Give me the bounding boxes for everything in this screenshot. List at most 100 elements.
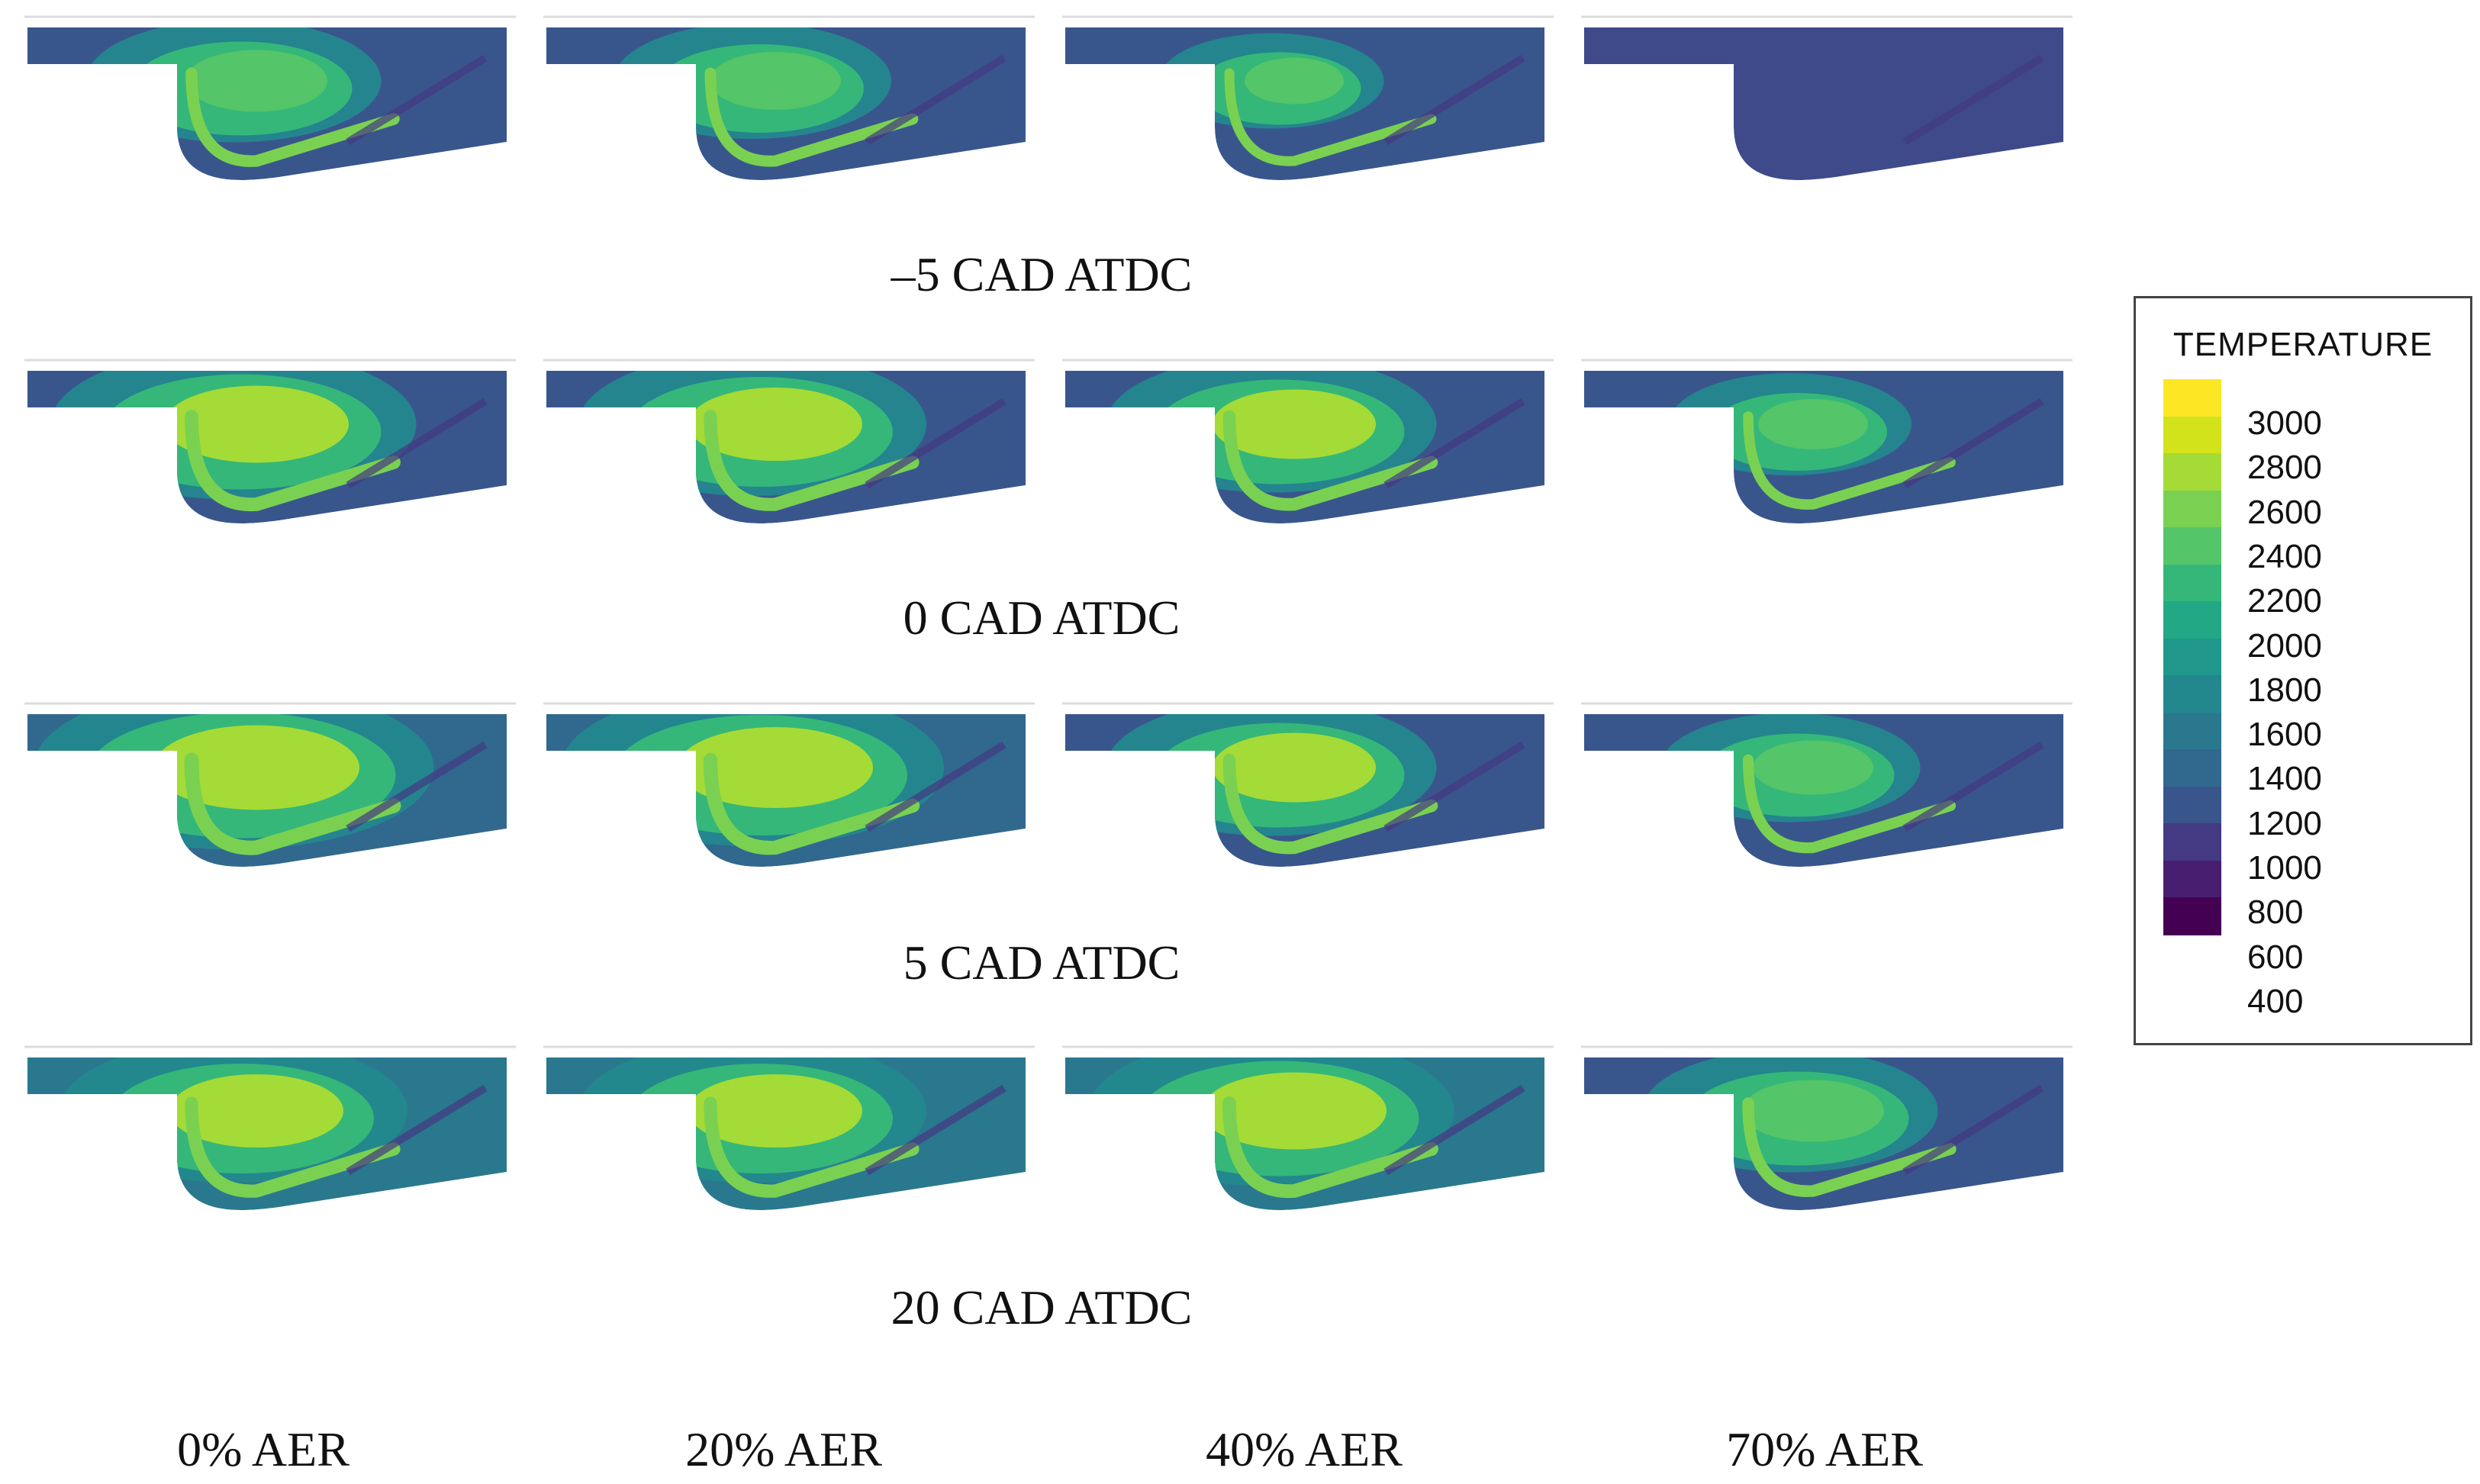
- colorbar-segment: [2163, 564, 2221, 603]
- colorbar-tick-label: 1200: [2247, 804, 2322, 842]
- contour-panel: [546, 27, 1026, 180]
- flame-region-core: [710, 52, 841, 110]
- row-label-5: 5 CAD ATDC: [903, 935, 1180, 990]
- colorbar-tick-label: 3000: [2247, 404, 2322, 442]
- colorbar-segment: [2163, 601, 2221, 639]
- spray-streak: [1902, 398, 2044, 489]
- colorbar-segment: [2163, 897, 2221, 935]
- contour-panel: [1065, 27, 1544, 180]
- spray-streak: [346, 1084, 488, 1176]
- contour-panel: [1065, 1057, 1544, 1210]
- colorbar-tick-label: 1600: [2247, 716, 2322, 754]
- spray-streak: [865, 398, 1006, 489]
- colorbar-tick-label: 600: [2247, 938, 2304, 976]
- row-label-0: 0 CAD ATDC: [903, 591, 1180, 645]
- spray-streak: [1383, 398, 1525, 489]
- spray-streak: [865, 1084, 1006, 1176]
- contour-panel: [546, 371, 1026, 523]
- colorbar-tick-label: 400: [2247, 982, 2304, 1020]
- bowl-flame-band: [185, 410, 401, 511]
- contour-panel: [1584, 27, 2063, 180]
- bowl-flame-band: [1224, 68, 1437, 166]
- flame-region-core: [1245, 57, 1344, 105]
- colorbar-tick-label: 1800: [2247, 671, 2322, 709]
- spray-streak: [346, 741, 488, 832]
- spray-streak: [346, 398, 488, 489]
- col-label-0-aer: 0% AER: [177, 1422, 349, 1476]
- spray-streak: [865, 54, 1006, 146]
- bowl-flame-band: [703, 752, 920, 855]
- contour-panels: [24, 15, 2073, 1210]
- flame-region-core: [1753, 740, 1873, 795]
- bowl-flame-band: [704, 67, 919, 167]
- colorbar-tick-label: 2600: [2247, 493, 2322, 531]
- flame-region-core: [1202, 1072, 1387, 1150]
- spray-streak: [865, 741, 1006, 832]
- contour-panel: [27, 714, 507, 867]
- bowl-flame-band: [704, 1096, 920, 1198]
- bowl-flame-band: [1743, 411, 1956, 510]
- colorbar-tick-label: 1400: [2247, 760, 2322, 798]
- colorbar-segment: [2163, 527, 2221, 565]
- flame-region-core: [1213, 389, 1376, 459]
- colorbar-segment: [2163, 490, 2221, 529]
- colorbar-segment: [2163, 675, 2221, 713]
- contour-panel: [27, 27, 507, 180]
- flame-region-core: [1213, 732, 1376, 803]
- spray-streak: [1383, 54, 1525, 146]
- contour-panel: [1065, 371, 1544, 523]
- colorbar-tick-label: 800: [2247, 893, 2304, 932]
- colorbar-segment: [2163, 712, 2221, 751]
- flame-region-core: [153, 725, 359, 810]
- bowl-flame-band: [1742, 1097, 1957, 1197]
- bowl-flame-band: [1222, 753, 1438, 855]
- panel-background: [1584, 27, 2063, 180]
- contour-panel: [1584, 1057, 2063, 1210]
- spray-streak: [1383, 1084, 1525, 1176]
- col-label-70-aer: 70% AER: [1726, 1422, 1923, 1476]
- row-label-minus5: –5 CAD ATDC: [891, 247, 1193, 301]
- bowl-flame-band: [184, 752, 401, 855]
- flame-region-core: [678, 727, 873, 808]
- bowl-flame-band: [1222, 1096, 1438, 1198]
- colorbar-segment: [2163, 749, 2221, 787]
- col-label-20-aer: 20% AER: [685, 1422, 882, 1476]
- colorbar-segment: [2163, 823, 2221, 861]
- colorbar-segment: [2163, 638, 2221, 677]
- contour-panel: [1065, 714, 1544, 867]
- spray-streak: [1383, 741, 1525, 832]
- flame-region-core: [185, 50, 327, 112]
- spray-streak: [1902, 1084, 2044, 1176]
- contour-panel: [546, 714, 1026, 867]
- contour-panel: [1584, 371, 2063, 523]
- contour-panel: [27, 371, 507, 523]
- legend-title: TEMPERATURE: [2172, 326, 2433, 363]
- contour-panel: [1584, 714, 2063, 867]
- colorbar-tick-label: 2000: [2247, 626, 2322, 665]
- row-label-20: 20 CAD ATDC: [891, 1280, 1193, 1334]
- flame-region-core: [688, 388, 862, 461]
- flame-region-core: [688, 1074, 862, 1148]
- colorbar-tick-label: 2800: [2247, 449, 2322, 487]
- spray-streak: [1902, 54, 2044, 146]
- spray-streak: [1902, 741, 2044, 832]
- colorbar-tick-label: 1000: [2247, 849, 2322, 887]
- bowl-flame-band: [185, 1096, 401, 1198]
- colorbar-segment: [2163, 379, 2221, 417]
- flame-region-core: [164, 385, 349, 463]
- bowl-flame-band: [1742, 754, 1957, 854]
- flame-region-core: [169, 1074, 343, 1148]
- colorbar-tick-label: 2400: [2247, 537, 2322, 575]
- colorbar-tick-label: 2200: [2247, 582, 2322, 620]
- bowl-flame-band: [185, 67, 400, 167]
- colorbar-segment: [2163, 416, 2221, 455]
- colorbar-segment: [2163, 453, 2221, 491]
- bowl-flame-band: [1222, 410, 1438, 511]
- bowl-flame-band: [704, 410, 920, 511]
- colorbar-segment: [2163, 786, 2221, 825]
- flame-region-core: [1758, 399, 1868, 449]
- contour-panel: [546, 1057, 1026, 1210]
- flame-region-core: [1742, 1080, 1884, 1142]
- temperature-colorbar-legend: TEMPERATURE 3000 2800 2600 2400 2200 2000 1800…: [2134, 296, 2472, 1045]
